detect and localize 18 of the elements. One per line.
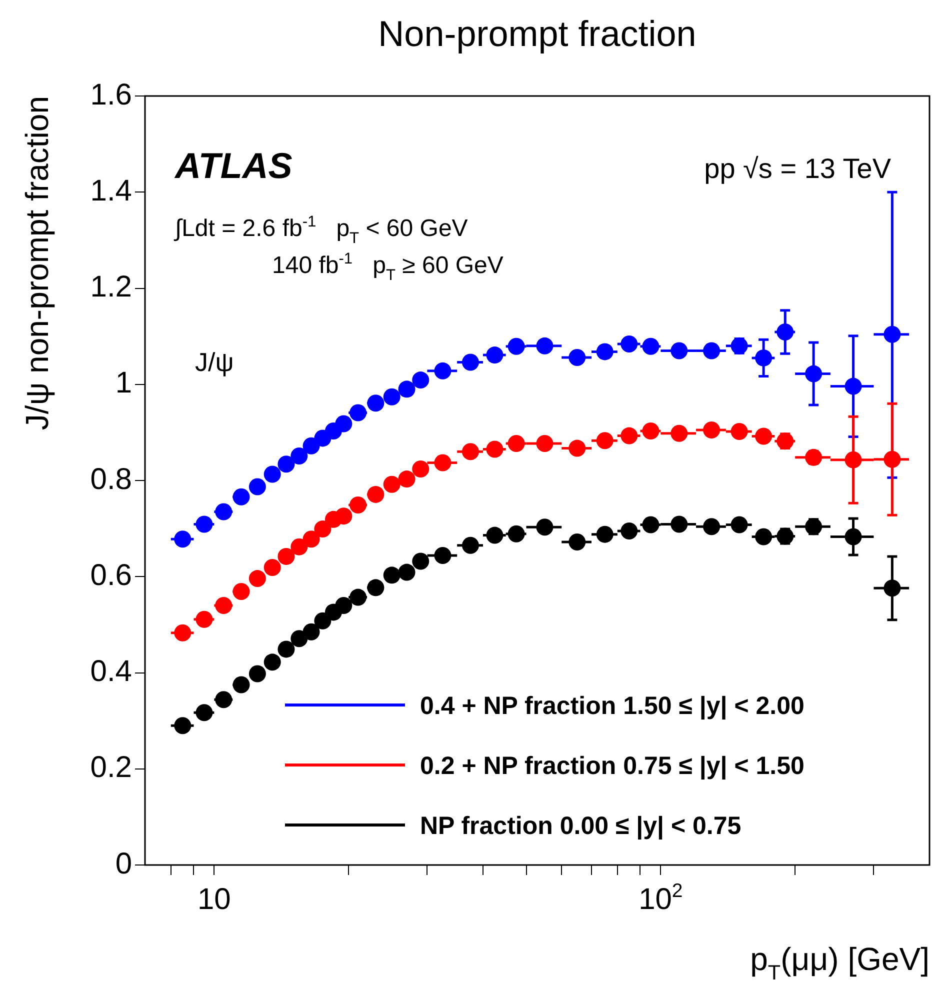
y-tick-label: 1 (115, 366, 132, 400)
y-tick-label: 0.8 (90, 462, 132, 496)
y-tick-label: 0.2 (90, 751, 132, 784)
y-tick-label: 1.2 (90, 270, 132, 304)
legend-label: NP fraction 0.00 ≤ |y| < 0.75 (420, 812, 742, 840)
annotation: pp √s = 13 TeV (704, 153, 892, 184)
legend-label: 0.2 + NP fraction 0.75 ≤ |y| < 1.50 (420, 752, 804, 780)
y-tick-label: 1.4 (90, 174, 132, 208)
y-axis-title: J/ψ non-prompt fraction (19, 96, 55, 430)
y-tick-label: 0.6 (90, 558, 132, 592)
y-tick-label: 0.4 (90, 655, 132, 688)
annotation: J/ψ (195, 347, 234, 377)
annotation: ATLAS (174, 145, 292, 186)
legend-label: 0.4 + NP fraction 1.50 ≤ |y| < 2.00 (420, 692, 804, 720)
chart-title: Non-prompt fraction (378, 13, 696, 54)
x-tick-label: 10 (197, 883, 231, 916)
y-tick-label: 0 (115, 847, 132, 880)
y-tick-label: 1.6 (90, 78, 132, 112)
